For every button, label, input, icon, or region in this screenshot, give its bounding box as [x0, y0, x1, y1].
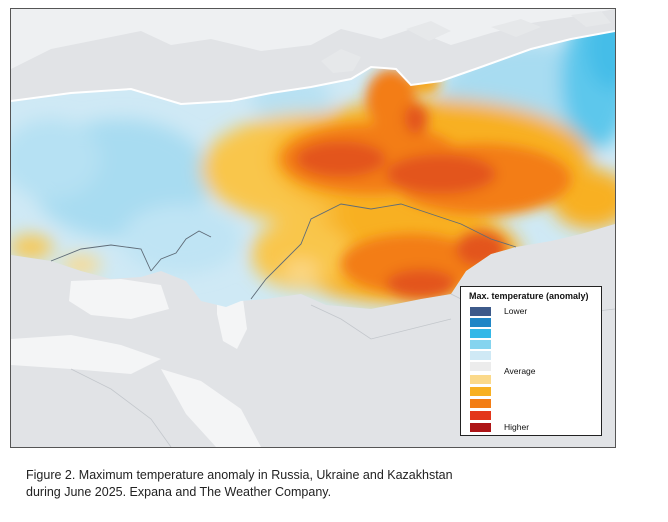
central-asia-border: [310, 304, 452, 340]
legend-label-average: Average: [504, 366, 536, 376]
map-frame: [10, 8, 616, 448]
legend-swatch-1: [470, 307, 491, 316]
island-1: [321, 49, 361, 73]
legend-title: Max. temperature (anomaly): [469, 291, 589, 301]
caption-line-2: during June 2025. Expana and The Weather…: [26, 485, 332, 499]
island-4: [571, 11, 611, 27]
arctic-coastline: [11, 30, 615, 106]
red-sea: [161, 369, 261, 447]
russia-kazakhstan-border: [250, 203, 517, 300]
island-2: [406, 21, 451, 41]
legend-swatch-7: [470, 375, 491, 384]
legend-swatch-2: [470, 318, 491, 327]
legend-swatch-5: [470, 351, 491, 360]
legend-swatch-10: [470, 411, 491, 420]
legend-label-higher: Higher: [504, 422, 530, 432]
western-border: [50, 244, 152, 272]
ukraine-border: [150, 230, 212, 272]
black-sea: [69, 279, 169, 319]
legend-swatch-4: [470, 340, 491, 349]
figure-caption: Figure 2. Maximum temperature anomaly in…: [26, 467, 636, 501]
legend-swatch-6: [470, 362, 491, 371]
legend-label-lower: Lower: [504, 306, 528, 316]
legend-swatch-3: [470, 329, 491, 338]
legend-swatch-11: [470, 423, 491, 432]
anomaly-map: [11, 9, 615, 447]
caption-line-1: Figure 2. Maximum temperature anomaly in…: [26, 468, 453, 482]
legend-swatch-9: [470, 399, 491, 408]
mediterranean-sea: [11, 335, 161, 374]
middle-east-border: [70, 368, 172, 447]
legend-swatch-8: [470, 387, 491, 396]
map-legend: Max. temperature (anomaly) Lower Average…: [460, 286, 602, 436]
island-3: [491, 19, 541, 37]
